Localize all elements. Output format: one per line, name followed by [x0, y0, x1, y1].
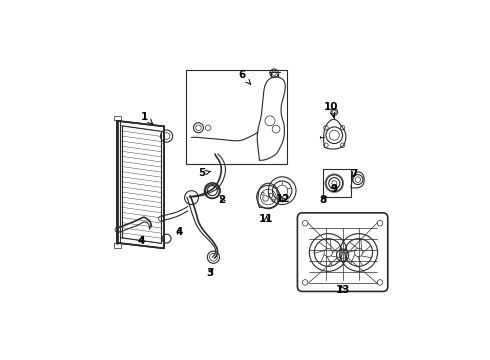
Text: 11: 11	[259, 214, 273, 224]
Text: 7: 7	[350, 169, 357, 179]
Text: 6: 6	[239, 70, 251, 84]
Text: 4: 4	[175, 227, 183, 237]
Text: 13: 13	[335, 285, 350, 295]
Text: 9: 9	[330, 184, 337, 194]
Text: 1: 1	[141, 112, 153, 124]
Text: 5: 5	[198, 168, 211, 179]
Text: 8: 8	[319, 195, 327, 205]
Text: 12: 12	[276, 194, 290, 204]
Text: 4: 4	[138, 237, 146, 246]
Text: 10: 10	[324, 102, 339, 117]
Text: 2: 2	[219, 195, 225, 205]
Text: 3: 3	[206, 268, 213, 278]
